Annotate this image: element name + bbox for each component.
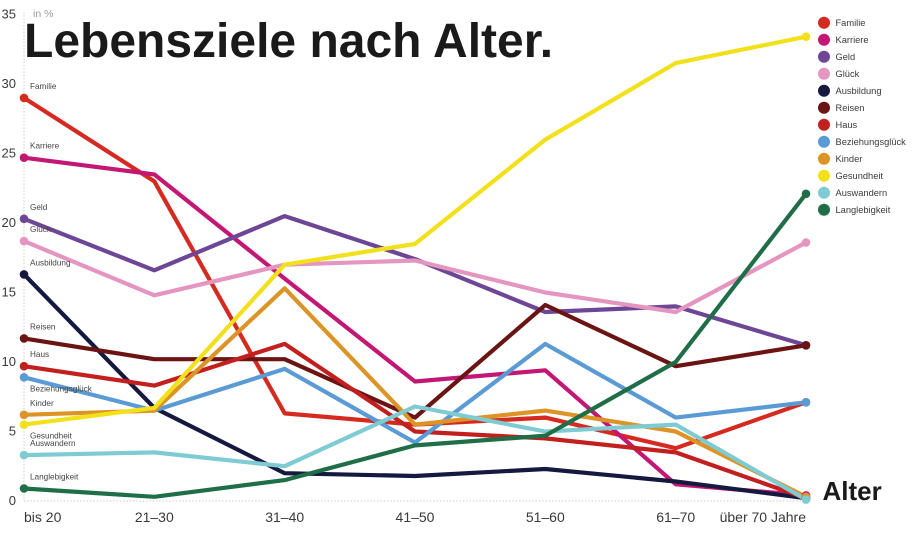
svg-text:Karriere: Karriere bbox=[30, 142, 60, 151]
svg-text:61–70: 61–70 bbox=[656, 509, 695, 525]
svg-text:5: 5 bbox=[9, 424, 16, 439]
svg-text:Auswandern: Auswandern bbox=[30, 439, 76, 448]
svg-text:Kinder: Kinder bbox=[30, 399, 54, 408]
svg-text:Familie: Familie bbox=[836, 18, 866, 28]
svg-text:Alter: Alter bbox=[823, 476, 882, 506]
svg-text:Kinder: Kinder bbox=[836, 154, 863, 164]
svg-text:Haus: Haus bbox=[30, 350, 49, 359]
svg-text:bis 20: bis 20 bbox=[24, 509, 62, 525]
svg-text:Karriere: Karriere bbox=[836, 35, 869, 45]
svg-text:51–60: 51–60 bbox=[526, 509, 565, 525]
svg-text:Geld: Geld bbox=[836, 52, 856, 62]
svg-text:21–30: 21–30 bbox=[135, 509, 174, 525]
svg-text:Ausbildung: Ausbildung bbox=[30, 258, 71, 267]
svg-text:Langlebigkeit: Langlebigkeit bbox=[836, 205, 891, 215]
svg-text:Auswandern: Auswandern bbox=[836, 188, 888, 198]
svg-text:35: 35 bbox=[2, 7, 16, 22]
svg-text:Glück: Glück bbox=[836, 69, 860, 79]
svg-text:Gesundheit: Gesundheit bbox=[836, 171, 884, 181]
svg-text:0: 0 bbox=[9, 493, 16, 508]
svg-text:31–40: 31–40 bbox=[265, 509, 304, 525]
svg-text:30: 30 bbox=[2, 76, 16, 91]
svg-text:Glück: Glück bbox=[30, 225, 52, 234]
svg-text:Geld: Geld bbox=[30, 203, 48, 212]
svg-text:25: 25 bbox=[2, 146, 16, 161]
svg-text:über 70 Jahre: über 70 Jahre bbox=[720, 509, 807, 525]
svg-text:Haus: Haus bbox=[836, 120, 858, 130]
svg-text:Reisen: Reisen bbox=[30, 322, 56, 331]
svg-text:Beziehungsglück: Beziehungsglück bbox=[30, 384, 93, 393]
svg-text:Langlebigkeit: Langlebigkeit bbox=[30, 473, 79, 482]
svg-text:Lebensziele nach Alter.: Lebensziele nach Alter. bbox=[24, 15, 553, 68]
svg-text:Familie: Familie bbox=[30, 82, 57, 91]
svg-text:10: 10 bbox=[2, 354, 16, 369]
svg-text:Ausbildung: Ausbildung bbox=[836, 86, 882, 96]
svg-text:20: 20 bbox=[2, 215, 16, 230]
svg-text:41–50: 41–50 bbox=[396, 509, 435, 525]
svg-text:Beziehungsglück: Beziehungsglück bbox=[836, 137, 907, 147]
svg-text:15: 15 bbox=[2, 285, 16, 300]
svg-text:Reisen: Reisen bbox=[836, 103, 865, 113]
